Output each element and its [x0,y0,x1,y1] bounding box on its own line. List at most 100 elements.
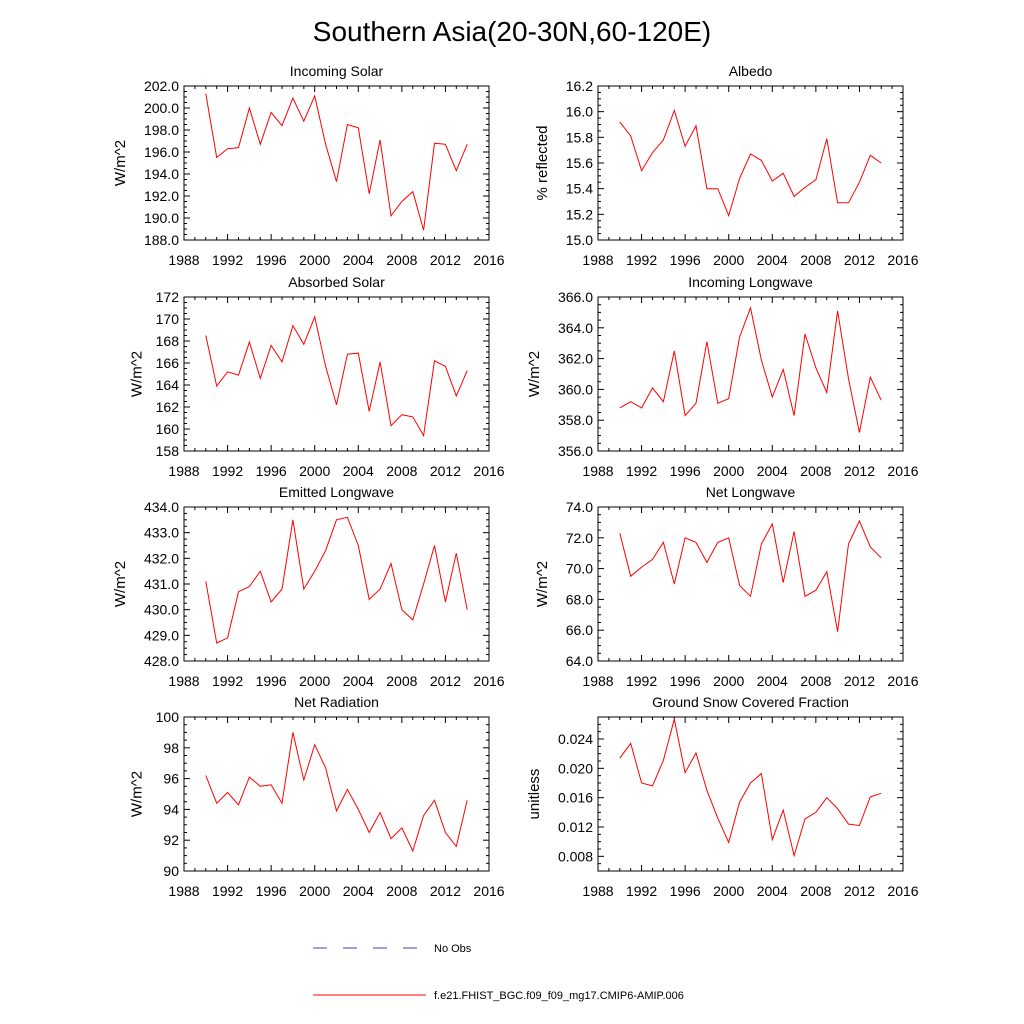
data-point [663,139,664,140]
plot-frame [597,296,904,452]
data-point [685,537,686,538]
x-tick-label: 2004 [757,252,788,268]
x-tick-label: 2016 [473,252,504,268]
data-point [412,850,413,851]
data-point [870,376,871,377]
y-tick-label: 364.0 [558,320,593,336]
data-point [303,780,304,781]
series-line [205,732,468,853]
panel-title: Incoming Longwave [688,274,813,290]
data-point [281,361,282,362]
y-tick-label: 98 [163,740,179,756]
data-point [205,93,206,94]
data-point [706,562,707,563]
x-tick-label: 2016 [887,252,918,268]
data-point [837,202,838,203]
data-point [750,153,751,154]
data-point [859,825,860,826]
data-point [227,637,228,638]
x-tick-label: 1996 [256,252,287,268]
x-tick-label: 1992 [212,673,243,689]
data-point [761,773,762,774]
y-tick-label: 0.020 [558,760,593,776]
panel-3: 1988 1992 1996 2000 2004 2008 2012 2016 158 160 16… [128,274,504,479]
data-point [249,586,250,587]
x-tick-label: 1992 [626,673,657,689]
x-tick-label: 2012 [430,252,461,268]
data-point [728,215,729,216]
data-point [859,432,860,433]
x-tick-label: 2016 [473,883,504,899]
series-line [619,108,882,218]
series-line [205,516,468,644]
data-point [227,371,228,372]
data-point [630,576,631,577]
y-tick-label: 358.0 [558,412,593,428]
data-point [249,776,250,777]
y-tick-label: 166 [156,355,180,371]
y-axis-label: W/m^2 [128,351,145,397]
y-tick-label: 0.012 [558,819,593,835]
data-point [379,589,380,590]
y-tick-label: 190.0 [144,210,179,226]
data-point [641,566,642,567]
y-axis-label: W/m^2 [112,140,129,186]
data-point [739,801,740,802]
x-tick-label: 2000 [299,883,330,899]
data-point [772,839,773,840]
data-point [401,827,402,828]
data-point [793,196,794,197]
data-point [456,170,457,171]
data-point [281,803,282,804]
data-point [434,800,435,801]
x-tick-label: 2008 [800,252,831,268]
data-point [238,591,239,592]
plot-frame [183,296,490,452]
data-point [412,191,413,192]
data-point [249,342,250,343]
data-point [652,785,653,786]
data-point [815,179,816,180]
data-point [783,369,784,370]
data-point [467,800,468,801]
data-point [826,392,827,393]
data-point [325,550,326,551]
data-point [358,809,359,810]
data-point [249,107,250,108]
data-point [630,401,631,402]
y-tick-label: 74.0 [566,499,593,515]
x-tick-label: 2000 [713,463,744,479]
data-point [772,523,773,524]
series-line [619,719,882,858]
y-axis-label: W/m^2 [112,561,129,607]
x-tick-label: 2004 [757,883,788,899]
data-point [772,180,773,181]
x-tick-label: 1996 [256,673,287,689]
data-point [216,386,217,387]
y-tick-label: 430.0 [144,602,179,618]
data-point [815,367,816,368]
data-point [750,782,751,783]
data-point [793,855,794,856]
data-point [793,415,794,416]
data-point [837,631,838,632]
data-point [369,599,370,600]
y-tick-label: 433.0 [144,525,179,541]
y-tick-label: 196.0 [144,144,179,160]
panel-8: 1988 1992 1996 2000 2004 2008 2012 2016 0.008 0.0… [526,694,919,899]
panels: 1988 1992 1996 2000 2004 2008 2012 2016 188.0 190… [112,63,919,899]
data-point [826,138,827,139]
x-tick-label: 2012 [430,463,461,479]
panel-title: Net Radiation [294,694,379,710]
x-tick-label: 2004 [343,252,374,268]
y-tick-label: 94 [163,801,179,817]
x-tick-label: 1992 [626,252,657,268]
data-point [804,187,805,188]
y-tick-label: 202.0 [144,78,179,94]
data-point [227,148,228,149]
data-point [881,400,882,401]
y-tick-label: 366.0 [558,289,593,305]
data-point [870,796,871,797]
data-point [281,589,282,590]
data-point [412,619,413,620]
